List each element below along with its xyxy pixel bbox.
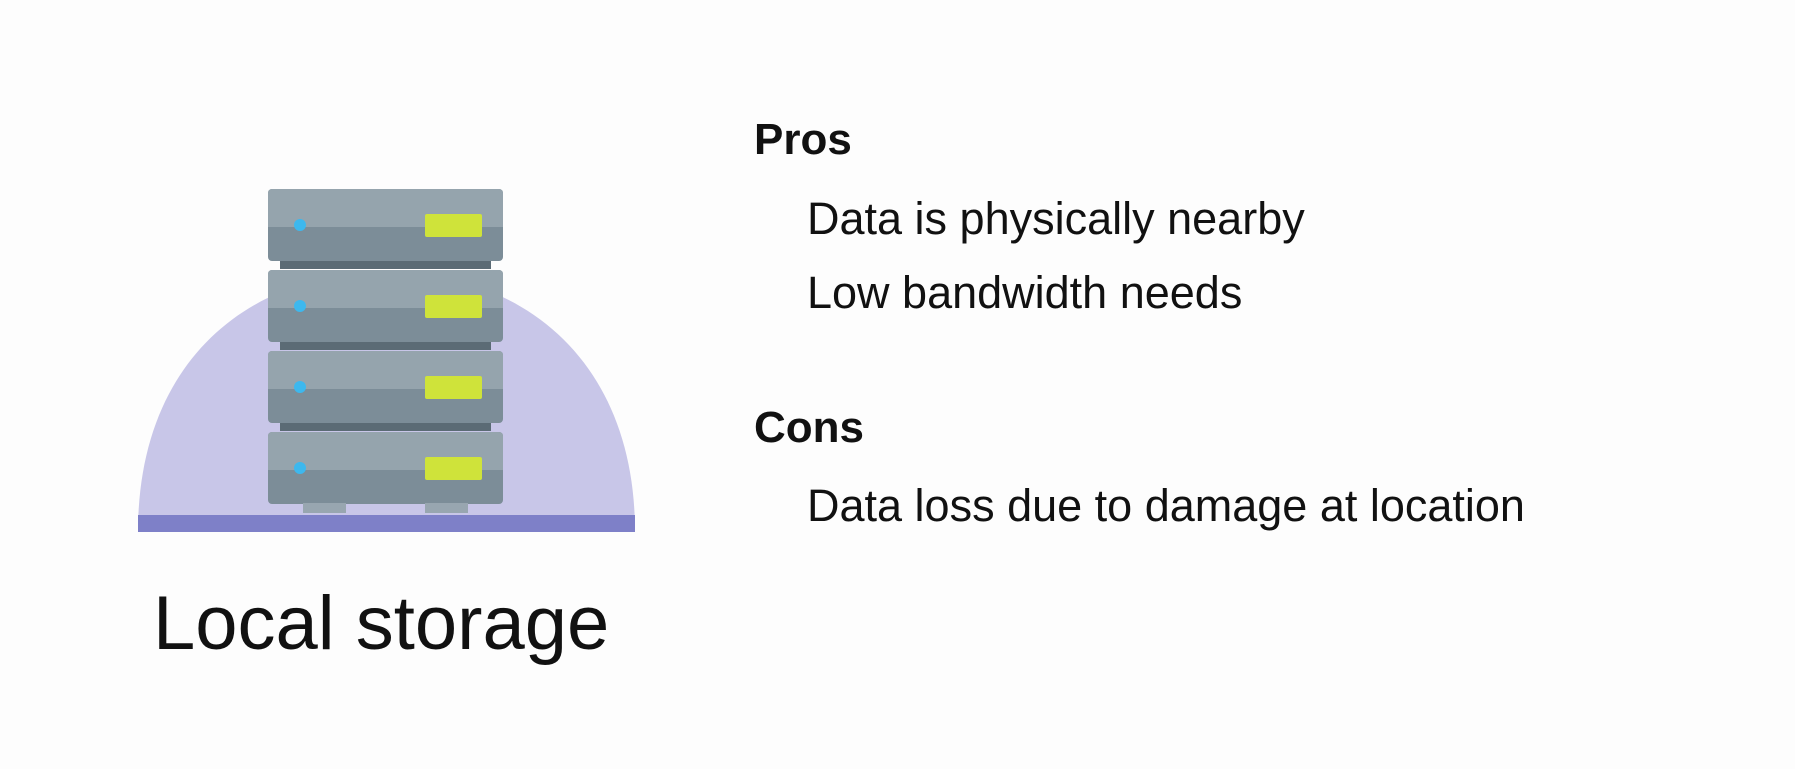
rack-separator [280, 421, 491, 431]
server-unit-top [268, 219, 503, 227]
rack-separator [280, 340, 491, 350]
status-led-icon [294, 219, 306, 231]
drive-bay [425, 295, 482, 318]
drive-bay [425, 214, 482, 237]
drive-bay [425, 457, 482, 480]
base-bar [138, 515, 635, 532]
server-rack-icon [268, 189, 503, 513]
rack-foot [425, 503, 468, 513]
server-unit-top [268, 300, 503, 308]
status-led-icon [294, 462, 306, 474]
cons-item: Data loss due to damage at location [807, 480, 1525, 531]
server-unit-top [268, 462, 503, 470]
cons-heading: Cons [754, 403, 864, 452]
drive-bay [425, 376, 482, 399]
status-led-icon [294, 381, 306, 393]
server-unit-top [268, 381, 503, 389]
status-led-icon [294, 300, 306, 312]
rack-separator [280, 259, 491, 269]
caption-local-storage: Local storage [153, 581, 610, 666]
pros-item: Low bandwidth needs [807, 267, 1243, 318]
pros-heading: Pros [754, 115, 852, 164]
rack-foot [303, 503, 346, 513]
pros-item: Data is physically nearby [807, 193, 1305, 244]
